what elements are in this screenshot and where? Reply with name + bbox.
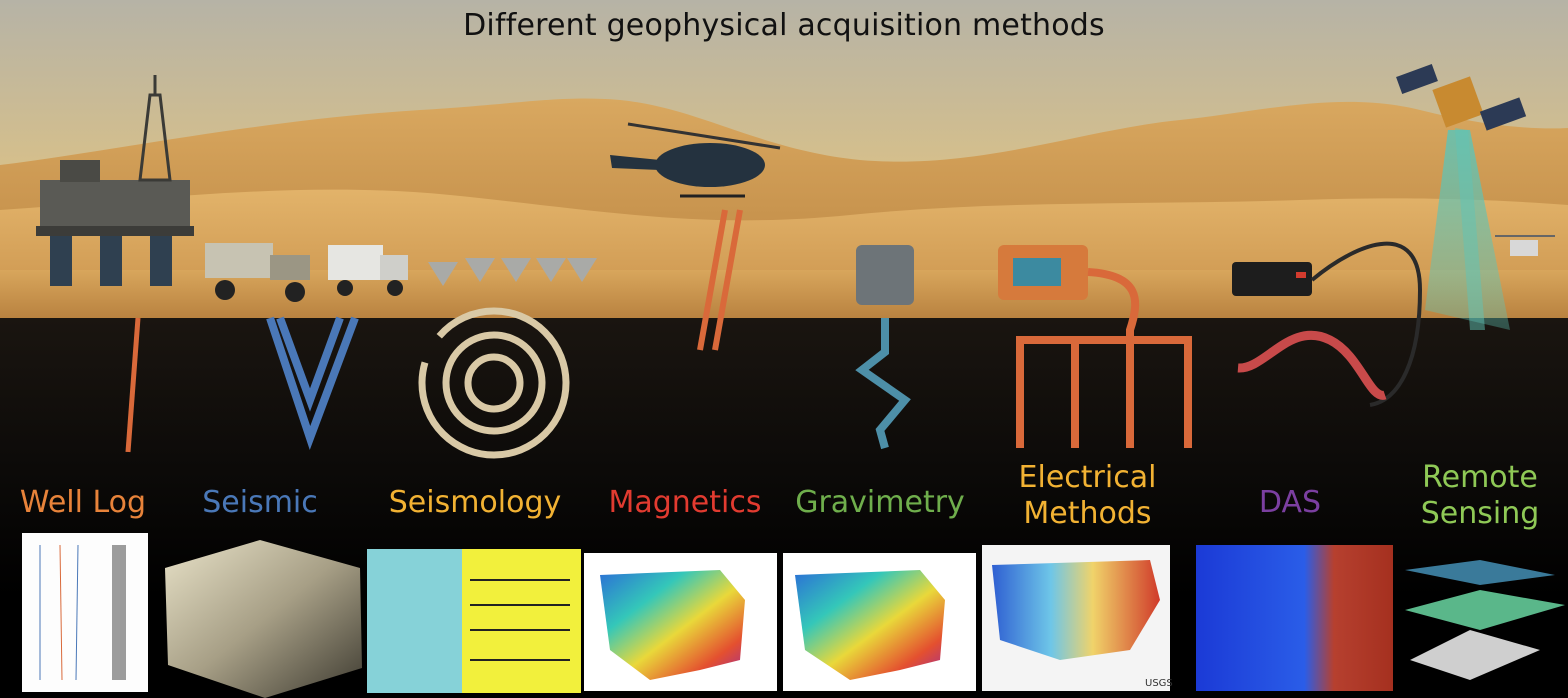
gravimetry-probe-icon (855, 318, 911, 450)
label-text: Seismic (202, 485, 318, 520)
remote-sensing-thumbnail (1405, 560, 1565, 680)
label-text-line1: Electrical (1018, 460, 1157, 495)
label-text: Well Log (19, 485, 147, 520)
well-log-sensor-icon (125, 317, 141, 453)
label-magnetics: Magnetics (595, 485, 775, 521)
magnetometer-cable-icon (697, 209, 743, 351)
label-seismic: Seismic (185, 485, 335, 521)
drone-icon (1495, 235, 1555, 256)
resistivity-meter-icon (998, 245, 1088, 300)
label-gravimetry: Gravimetry (785, 485, 975, 521)
electrode-array-icon (1016, 268, 1192, 448)
seismic-truck-icon (205, 243, 408, 302)
label-text: Seismology (388, 485, 562, 520)
oil-platform-icon (36, 75, 194, 286)
label-text-line2: Methods (1023, 496, 1152, 531)
page-title: Different geophysical acquisition method… (463, 8, 1105, 43)
geophone-array-icon (428, 258, 597, 286)
seismogram-thumbnail (367, 549, 581, 693)
well-log-thumbnail (22, 533, 148, 692)
das-fiber-icon (1237, 330, 1387, 400)
seismic-cube-thumbnail (165, 540, 362, 698)
gravity-map-thumbnail (783, 553, 976, 691)
label-seismology: Seismology (375, 485, 575, 521)
label-text: Magnetics (608, 485, 762, 520)
label-das: DAS (1220, 485, 1360, 521)
label-text: DAS (1258, 485, 1322, 520)
label-text-line1: Remote (1422, 460, 1538, 495)
label-electrical-methods: Electrical Methods (1000, 460, 1175, 532)
gravimeter-icon (856, 245, 914, 305)
das-interrogator-icon (1232, 241, 1423, 407)
das-waterfall-thumbnail (1196, 545, 1393, 691)
satellite-icon (1396, 64, 1527, 330)
label-remote-sensing: Remote Sensing (1400, 460, 1560, 532)
electrical-map-thumbnail: USGS (982, 545, 1173, 691)
seismology-rings-icon (418, 307, 570, 459)
map-legend-label: USGS (1145, 678, 1173, 689)
label-well-log: Well Log (8, 485, 158, 521)
label-text-line2: Sensing (1420, 496, 1540, 531)
seismic-wave-icon (266, 316, 359, 450)
helicopter-icon (610, 122, 781, 198)
label-text: Gravimetry (795, 485, 965, 520)
magnetic-map-thumbnail (584, 553, 777, 691)
